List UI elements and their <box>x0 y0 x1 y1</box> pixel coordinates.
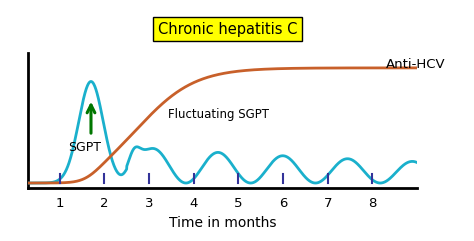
X-axis label: Time in months: Time in months <box>169 215 276 230</box>
Text: SGPT: SGPT <box>68 141 101 154</box>
Text: Chronic hepatitis C: Chronic hepatitis C <box>158 22 297 37</box>
Text: Anti-HCV: Anti-HCV <box>386 58 446 71</box>
Text: Fluctuating SGPT: Fluctuating SGPT <box>168 108 269 121</box>
